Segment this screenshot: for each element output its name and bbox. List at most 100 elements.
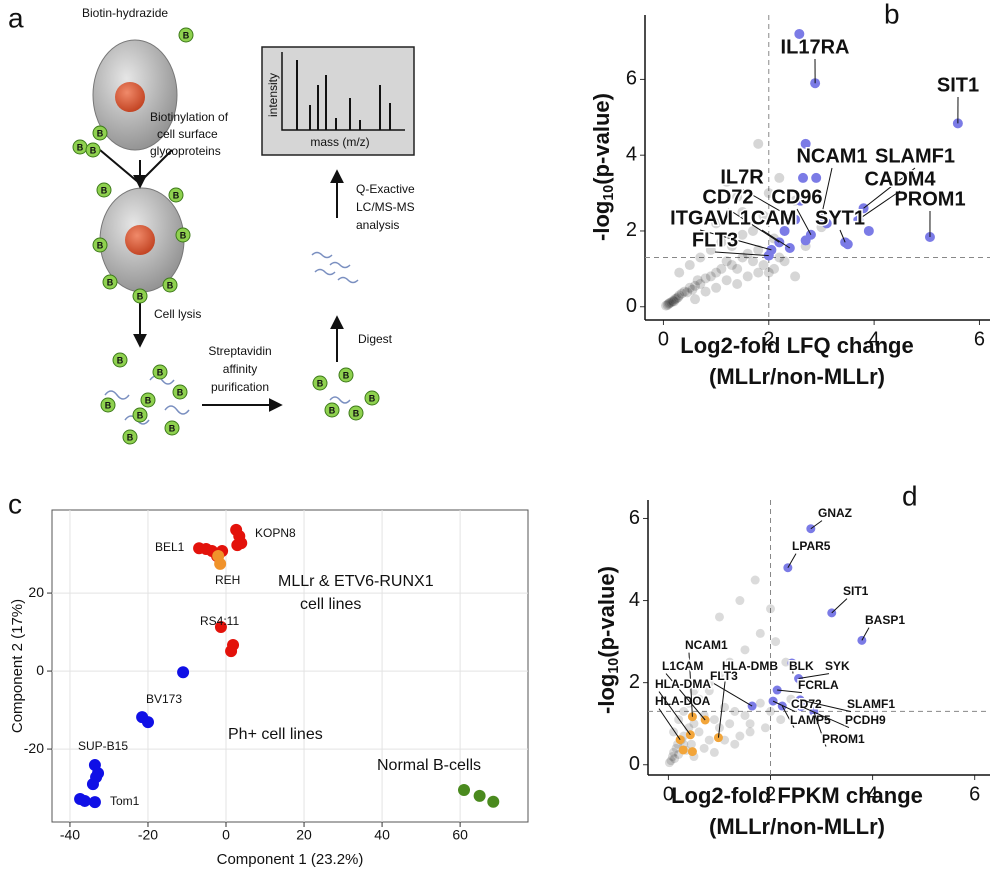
data-point bbox=[721, 275, 732, 286]
spectrum-axes bbox=[281, 52, 405, 131]
panel-letter: c bbox=[8, 488, 22, 519]
biotin-bead bbox=[140, 392, 156, 408]
point-label: PROM1 bbox=[822, 732, 865, 746]
annotation: REH bbox=[215, 573, 240, 587]
data-point bbox=[716, 237, 727, 248]
data-point bbox=[690, 294, 701, 305]
bead-label: B bbox=[167, 280, 174, 290]
data-point bbox=[747, 225, 758, 236]
spectrum-peaks bbox=[296, 60, 391, 130]
x-tick-label: 2 bbox=[765, 783, 776, 805]
data-point bbox=[705, 271, 716, 282]
data-point bbox=[225, 645, 238, 658]
data-point bbox=[141, 716, 154, 729]
step-label: LC/MS-MS bbox=[356, 200, 415, 214]
data-point bbox=[694, 727, 704, 737]
panel-letter: d bbox=[902, 480, 918, 511]
label-leader bbox=[800, 705, 850, 729]
step-label: Digest bbox=[358, 332, 393, 346]
y-axis-label-sub: 10 bbox=[601, 185, 617, 201]
data-point bbox=[78, 794, 91, 807]
bead-label: B bbox=[173, 190, 180, 200]
x-axis-label: Log2-fold LFQ change bbox=[680, 333, 913, 358]
bead-label: B bbox=[169, 423, 176, 433]
data-point bbox=[700, 273, 711, 284]
y-axis-label-sub: 10 bbox=[606, 658, 622, 674]
point-label: L1CAM bbox=[662, 659, 703, 673]
bead-label: B bbox=[137, 291, 144, 301]
point-label: NCAM1 bbox=[685, 638, 728, 652]
point-label: FCRLA bbox=[798, 678, 839, 692]
label-leader bbox=[861, 627, 870, 641]
point-label: NCAM1 bbox=[796, 145, 867, 167]
data-point bbox=[689, 686, 699, 696]
data-point bbox=[668, 752, 678, 762]
data-point bbox=[670, 754, 680, 764]
biotin-bead bbox=[85, 142, 101, 158]
data-point bbox=[795, 195, 806, 206]
label-leader bbox=[777, 689, 803, 694]
x-tick-label: 20 bbox=[296, 827, 312, 843]
data-point bbox=[664, 758, 674, 768]
data-point bbox=[730, 739, 740, 749]
biotin-bead bbox=[312, 375, 328, 391]
x-tick-label: 4 bbox=[869, 328, 880, 350]
step-label: analysis bbox=[356, 218, 399, 232]
x-tick-label: 0 bbox=[663, 783, 674, 805]
x-axis-label: (MLLr/non-MLLr) bbox=[709, 814, 885, 839]
y-axis-label: -log10(p-value) bbox=[589, 93, 617, 241]
point-label: SLAMF1 bbox=[875, 145, 955, 167]
point-label: PROM1 bbox=[894, 188, 965, 210]
label-leader bbox=[863, 167, 916, 209]
data-point bbox=[704, 678, 714, 688]
data-point bbox=[663, 298, 674, 309]
label-leader bbox=[713, 683, 753, 707]
biotin-bead bbox=[168, 187, 184, 203]
point-label: PCDH9 bbox=[845, 713, 886, 727]
point-label: IL7R bbox=[720, 166, 764, 188]
x-axis-label: Log2-fold FPKM change bbox=[671, 783, 923, 808]
x-tick-label: 2 bbox=[763, 328, 774, 350]
label-leader bbox=[781, 705, 795, 728]
biotin-bead bbox=[348, 405, 364, 421]
data-point bbox=[673, 292, 684, 303]
step-label: glycoproteins bbox=[150, 144, 221, 158]
data-point bbox=[682, 287, 693, 298]
annotation: Normal B-cells bbox=[377, 757, 481, 774]
point-label: CD96 bbox=[771, 186, 822, 208]
y-axis-label-part: Component 2 (17%) bbox=[9, 599, 26, 733]
data-point bbox=[726, 260, 737, 271]
data-point bbox=[709, 747, 719, 757]
annotation: BEL1 bbox=[155, 540, 185, 554]
data-point bbox=[730, 706, 740, 716]
label-leader bbox=[658, 691, 691, 736]
data-point bbox=[695, 252, 706, 263]
workflow-diagram: Biotin-hydrazide Biotinylation of cell s… bbox=[82, 6, 415, 425]
bead-label: B bbox=[117, 355, 124, 365]
point-label: CD72 bbox=[791, 697, 822, 711]
data-point bbox=[666, 756, 676, 766]
data-point bbox=[811, 172, 822, 183]
data-point bbox=[671, 743, 681, 753]
data-point bbox=[177, 666, 190, 679]
data-point bbox=[732, 191, 743, 202]
label-leader bbox=[800, 699, 852, 713]
point-label: FLT3 bbox=[710, 669, 738, 683]
data-point bbox=[758, 210, 769, 221]
label-leader bbox=[741, 188, 796, 221]
data-point bbox=[711, 267, 722, 278]
point-label: SYK bbox=[825, 659, 850, 673]
bead-label: B bbox=[101, 185, 108, 195]
data-point bbox=[742, 271, 753, 282]
data-point bbox=[670, 294, 681, 305]
label-leader bbox=[839, 229, 846, 243]
data-point bbox=[771, 637, 781, 647]
label-leader bbox=[810, 520, 823, 530]
reagent-label: Biotin-hydrazide bbox=[82, 6, 168, 20]
data-point bbox=[725, 719, 735, 729]
data-point bbox=[679, 706, 689, 716]
point-label: HLA-DOA bbox=[655, 694, 711, 708]
data-point bbox=[664, 297, 675, 308]
point-label: BASP1 bbox=[865, 613, 905, 627]
